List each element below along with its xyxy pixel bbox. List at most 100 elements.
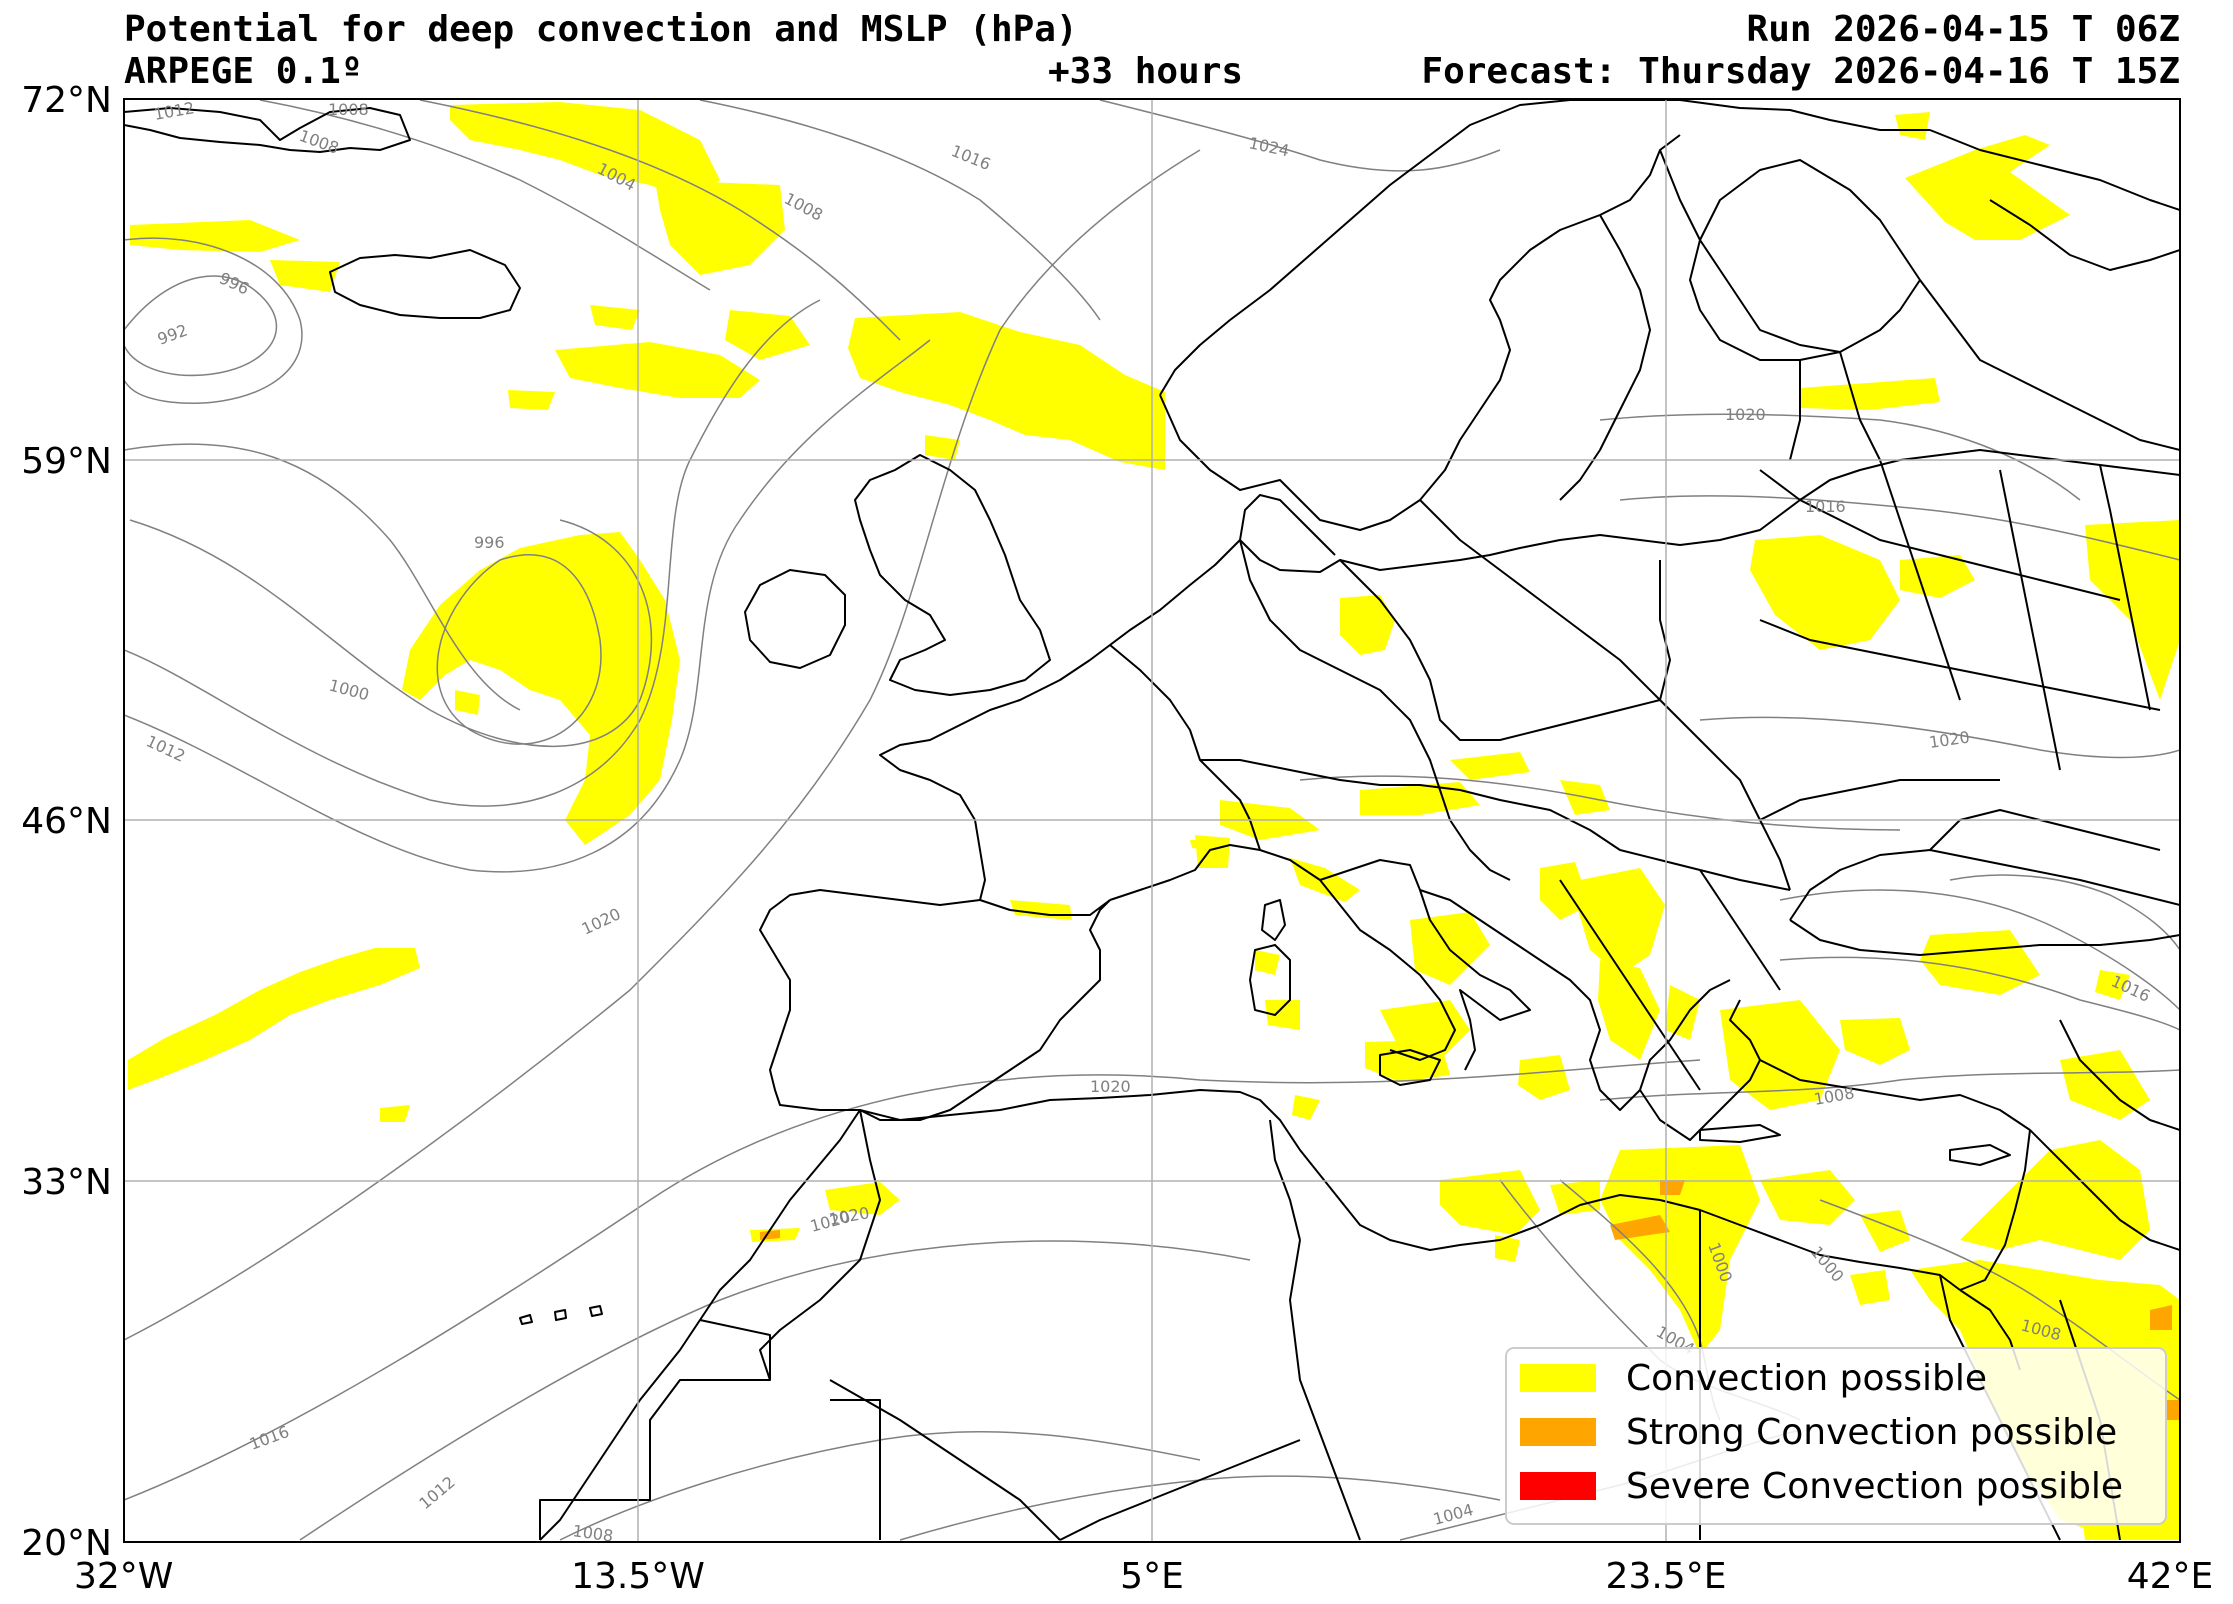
legend-swatch-severe [1520, 1472, 1596, 1500]
convection-area [270, 260, 340, 292]
isobar-line [124, 149, 1201, 1341]
lat-tick-label: 20°N [21, 1523, 112, 1564]
canary-islands [519, 1305, 603, 1325]
border-line [1339, 559, 1661, 741]
isobar-label: 996 [474, 533, 505, 552]
map-title: Potential for deep convection and MSLP (… [124, 9, 1078, 50]
algeria-libya-border [1289, 1239, 1361, 1541]
convection-area [1010, 900, 1072, 920]
convection-area [1850, 1270, 1890, 1305]
legend-label-severe: Severe Convection possible [1626, 1466, 2123, 1507]
sicily [1379, 1049, 1441, 1086]
border-line [1759, 469, 2121, 601]
cyprus [1949, 1144, 2011, 1166]
isobar-line [124, 237, 303, 404]
convection-area [1578, 868, 1665, 975]
legend-label-convection: Convection possible [1626, 1358, 1987, 1399]
turkey-south-coast [1759, 1059, 2031, 1131]
convection-area [1255, 950, 1280, 975]
north-africa-coast [859, 1089, 1961, 1291]
convection-area [1895, 112, 1930, 140]
lat-tick-label: 59°N [21, 441, 112, 482]
morocco-algeria-border [759, 1109, 881, 1381]
convection-area [1360, 782, 1480, 815]
border-line [1789, 360, 1801, 461]
border-line [1759, 779, 2000, 821]
convection-area [1440, 1170, 1540, 1235]
isobar-line [1779, 889, 2180, 1011]
isobar-line [124, 1059, 1701, 1501]
isobar-label: 1016 [949, 141, 994, 174]
morocco-coast [539, 1109, 861, 1541]
legend-label-strong: Strong Convection possible [1626, 1412, 2117, 1453]
convection-area [655, 180, 785, 275]
crete [1699, 1124, 1781, 1143]
isobar-line [259, 99, 711, 291]
isobar-label: 1016 [1805, 497, 1846, 516]
isobar-label: 1020 [1725, 405, 1766, 424]
border-line [1239, 539, 1511, 881]
border-line [2029, 1129, 2180, 1251]
convection-area [1960, 1140, 2150, 1260]
isobar-label: 1012 [415, 1472, 458, 1513]
isobar-line [1619, 495, 2180, 561]
border-line [2099, 464, 2151, 711]
lon-tick-label: 13.5°W [571, 1556, 705, 1597]
iberia-coast [759, 889, 1111, 1121]
isobar-label: 1008 [328, 100, 369, 119]
great-britain-coast [854, 454, 1051, 696]
isobar-label: 1000 [327, 676, 371, 705]
run-time: Run 2026-04-15 T 06Z [1746, 9, 2180, 50]
isobar-line [124, 275, 278, 377]
niger-border [1059, 1439, 1301, 1541]
isobar-label: 1016 [2108, 971, 2153, 1005]
isobar-line [124, 339, 931, 873]
border-line [1839, 351, 1961, 701]
sweden-finland-border [1659, 149, 1841, 353]
adriatic-east-coast [1419, 889, 1731, 1111]
strong-convection-area [1610, 1215, 1670, 1240]
convection-area [725, 310, 810, 360]
border-line [1919, 279, 2180, 451]
convection-area [1900, 555, 1975, 598]
border-line [1659, 560, 1671, 701]
isobar-line [124, 299, 821, 807]
france-west-coast [879, 659, 1091, 901]
italy-east-coast [1319, 859, 1531, 1071]
isobar-labels: 1012 1008 1008 1004 1016 1008 1024 996 9… [143, 98, 2153, 1545]
iceland-coast [329, 249, 521, 319]
convection-area [1750, 535, 1900, 650]
border-line [1929, 809, 2161, 851]
europe-north-coast [1239, 449, 2180, 573]
convection-area [1450, 752, 1530, 780]
isobar-label: 1024 [1247, 133, 1291, 160]
convection-area [1365, 1040, 1450, 1082]
model-label: ARPEGE 0.1º [124, 51, 363, 92]
lon-tick-label: 5°E [1120, 1556, 1184, 1597]
isobar-label: 996 [216, 268, 252, 298]
lon-tick-label: 23.5°E [1606, 1556, 1727, 1597]
isobar-line [419, 99, 901, 341]
mauritania-mali-border [830, 1399, 881, 1540]
border-line [2059, 1019, 2180, 1131]
convection-area [1905, 135, 2070, 240]
norway-coast [1159, 99, 1930, 396]
convection-area [1800, 378, 1940, 410]
strong-convection-area [2165, 1400, 2180, 1420]
convection-area [555, 342, 760, 398]
black-sea-coast [1789, 849, 2180, 921]
convection-area [402, 532, 680, 845]
low-countries-coast [1089, 539, 1241, 661]
lat-tick-label: 46°N [21, 801, 112, 842]
coastlines [124, 99, 2180, 1541]
finland-coast [1689, 159, 1921, 361]
convection-area [1840, 1018, 1910, 1065]
convection-area [1290, 858, 1360, 902]
isobar-line [1099, 99, 1501, 172]
convection-area [1340, 595, 1395, 655]
border-line [1459, 789, 1791, 891]
isobar-line [1599, 413, 2081, 501]
corsica [1261, 899, 1286, 941]
greece-coast [1639, 999, 1761, 1141]
plot-frame [123, 98, 2181, 1543]
